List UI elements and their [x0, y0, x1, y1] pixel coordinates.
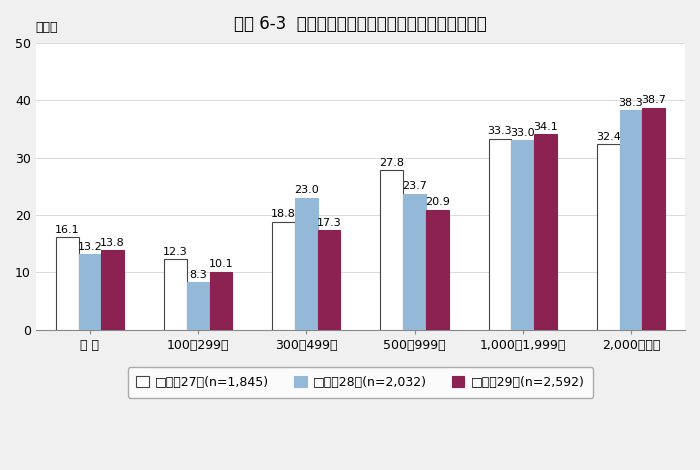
Text: 13.2: 13.2 [78, 242, 102, 251]
Bar [164, 259, 187, 329]
Bar [187, 282, 209, 329]
Bar [643, 108, 665, 329]
Bar [56, 237, 78, 329]
Bar [426, 210, 449, 329]
Title: 図表 6-3  従業者規模別テレワークの導入状況の推移: 図表 6-3 従業者規模別テレワークの導入状況の推移 [234, 15, 486, 33]
Text: 20.9: 20.9 [425, 197, 449, 207]
Text: 27.8: 27.8 [379, 158, 405, 168]
Text: 38.3: 38.3 [619, 98, 643, 108]
Bar [534, 134, 556, 329]
Bar [620, 110, 643, 329]
Text: 17.3: 17.3 [316, 218, 342, 228]
Bar [102, 251, 124, 329]
Text: 38.7: 38.7 [641, 95, 666, 105]
Text: 33.3: 33.3 [488, 126, 512, 136]
Text: 12.3: 12.3 [163, 247, 188, 257]
Bar [318, 230, 340, 329]
Text: 10.1: 10.1 [209, 259, 233, 269]
Bar [78, 254, 102, 329]
Bar [512, 141, 534, 329]
Text: 32.4: 32.4 [596, 132, 621, 141]
Bar [597, 144, 620, 329]
Text: 34.1: 34.1 [533, 122, 558, 132]
Bar [403, 194, 426, 329]
Text: （％）: （％） [36, 21, 58, 34]
Bar [209, 272, 232, 329]
Text: 23.7: 23.7 [402, 181, 427, 191]
Text: 16.1: 16.1 [55, 225, 80, 235]
Text: 18.8: 18.8 [271, 210, 296, 219]
Bar [295, 198, 318, 329]
Bar [489, 139, 512, 329]
Legend: □平成27年(n=1,845), □平成28年(n=2,032), □平成29年(n=2,592): □平成27年(n=1,845), □平成28年(n=2,032), □平成29年… [127, 368, 594, 398]
Text: 23.0: 23.0 [294, 185, 318, 196]
Text: 33.0: 33.0 [510, 128, 535, 138]
Text: 8.3: 8.3 [189, 270, 207, 280]
Bar [380, 170, 403, 329]
Bar [272, 222, 295, 329]
Text: 13.8: 13.8 [100, 238, 125, 248]
